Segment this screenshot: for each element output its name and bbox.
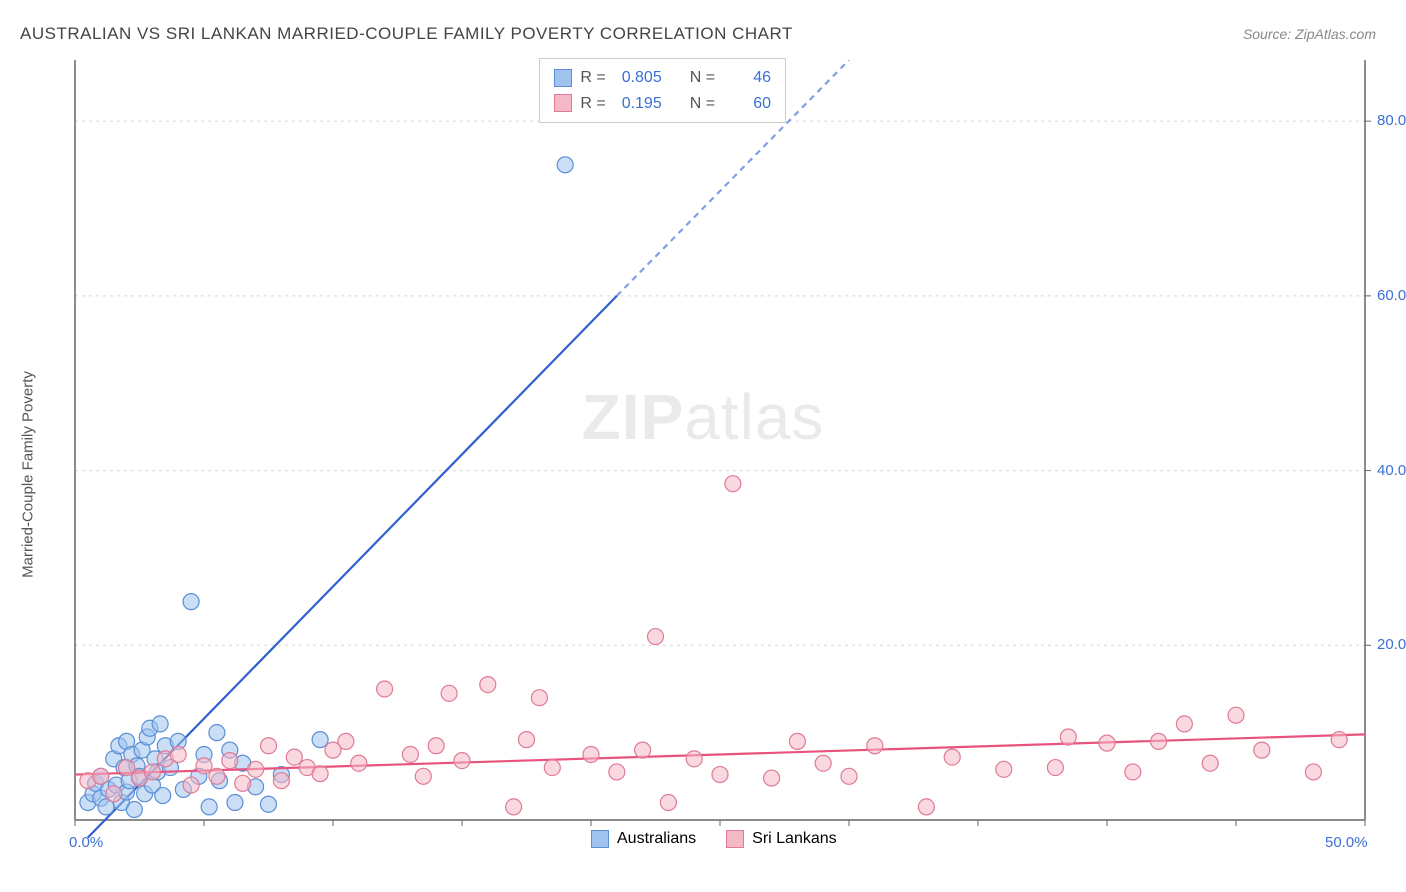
legend-item: Australians: [591, 830, 696, 848]
source-attribution: Source: ZipAtlas.com: [1243, 26, 1376, 42]
chart-container: Married-Couple Family Poverty ZIPatlas R…: [20, 60, 1386, 872]
series-legend: Australians Sri Lankans: [591, 830, 837, 848]
stats-legend: R =0.805N =46R =0.195N =60: [539, 58, 786, 123]
stats-row: R =0.805N =46: [554, 65, 771, 91]
y-tick-label: 80.0%: [1377, 112, 1406, 129]
legend-swatch-icon: [726, 830, 744, 848]
y-tick-label: 60.0%: [1377, 287, 1406, 304]
legend-swatch-icon: [554, 94, 572, 112]
page-title: AUSTRALIAN VS SRI LANKAN MARRIED-COUPLE …: [20, 24, 793, 44]
y-tick-label: 40.0%: [1377, 462, 1406, 479]
legend-swatch-icon: [591, 830, 609, 848]
stats-row: R =0.195N =60: [554, 91, 771, 117]
x-tick-label: 0.0%: [69, 834, 103, 851]
y-tick-label: 20.0%: [1377, 636, 1406, 653]
y-axis-label: Married-Couple Family Poverty: [20, 371, 37, 578]
legend-item: Sri Lankans: [726, 830, 837, 848]
x-tick-label: 50.0%: [1325, 834, 1368, 851]
scatter-plot: [20, 60, 1386, 872]
legend-swatch-icon: [554, 69, 572, 87]
